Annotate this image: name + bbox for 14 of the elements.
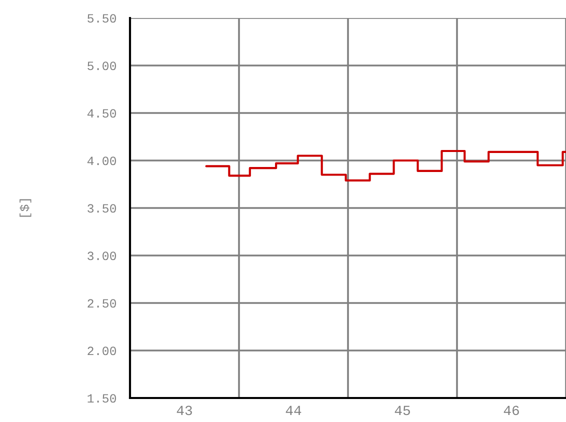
y-tick-label: 1.50: [88, 394, 116, 403]
y-tick-label: 4.50: [87, 109, 116, 118]
y-axis-title: [$]: [20, 199, 32, 217]
x-tick-label: 45: [394, 406, 410, 416]
y-tick-label: 5.00: [88, 62, 116, 70]
y-tick-label: 4.00: [87, 156, 116, 166]
x-tick-label: 44: [286, 406, 302, 416]
x-tick-label: 46: [504, 406, 519, 416]
y-tick-label: 5.50: [88, 14, 116, 23]
y-tick-label: 2.50: [88, 299, 116, 308]
y-tick-label: 3.00: [88, 252, 116, 260]
y-tick-label: 3.50: [88, 204, 116, 213]
x-tick-label: 43: [176, 406, 192, 416]
y-tick-label: 2.00: [88, 346, 116, 356]
